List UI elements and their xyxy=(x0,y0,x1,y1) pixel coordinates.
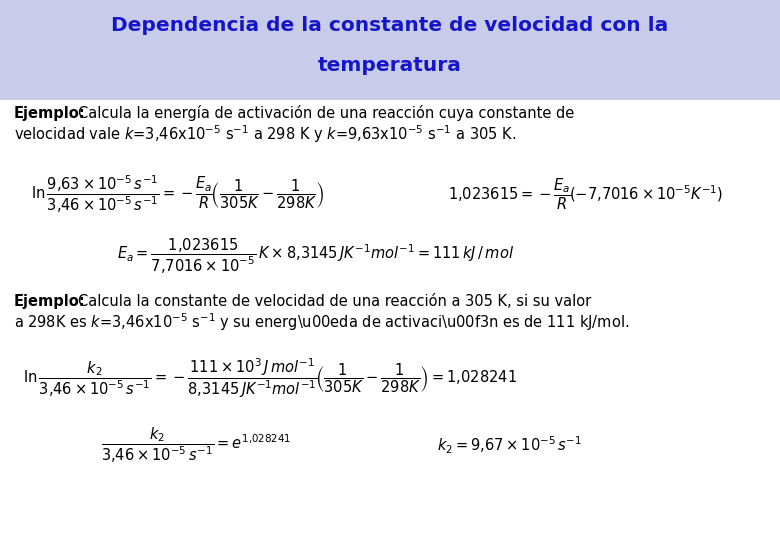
Bar xyxy=(0,0,780,100)
Text: Calcula la energía de activación de una reacción cuya constante de: Calcula la energía de activación de una … xyxy=(78,105,574,122)
Text: velocidad vale $\mathit{k}$=3,46x10$^{-5}$ s$^{-1}$ a 298 K y $\mathit{k}$=9,63x: velocidad vale $\mathit{k}$=3,46x10$^{-5… xyxy=(14,123,516,145)
Text: $\mathrm{ln}\,\dfrac{9{,}63\times10^{-5}\,s^{-1}}{3{,}46\times10^{-5}\,s^{-1}} =: $\mathrm{ln}\,\dfrac{9{,}63\times10^{-5}… xyxy=(31,173,324,215)
Text: Calcula la constante de velocidad de una reacción a 305 K, si su valor: Calcula la constante de velocidad de una… xyxy=(78,294,591,309)
Text: Ejemplo:: Ejemplo: xyxy=(14,294,86,309)
Text: Dependencia de la constante de velocidad con la: Dependencia de la constante de velocidad… xyxy=(112,16,668,36)
Text: temperatura: temperatura xyxy=(318,56,462,76)
Text: $1{,}023615 = -\dfrac{E_a}{R}\!\left(-7{,}7016\times10^{-5}K^{-1}\right)$: $1{,}023615 = -\dfrac{E_a}{R}\!\left(-7{… xyxy=(448,177,724,212)
Text: $k_2 = 9{,}67\times10^{-5}\,s^{-1}$: $k_2 = 9{,}67\times10^{-5}\,s^{-1}$ xyxy=(437,435,582,456)
Text: $\dfrac{k_2}{3{,}46\times10^{-5}\,s^{-1}} = e^{1{,}028241}$: $\dfrac{k_2}{3{,}46\times10^{-5}\,s^{-1}… xyxy=(101,426,292,465)
Text: $\mathrm{ln}\,\dfrac{k_2}{3{,}46\times10^{-5}\,s^{-1}} = -\dfrac{111\times10^3\,: $\mathrm{ln}\,\dfrac{k_2}{3{,}46\times10… xyxy=(23,356,517,400)
Text: $E_a = \dfrac{1{,}023615}{7{,}7016\times10^{-5}}\,K\times8{,}3145\,JK^{-1}mol^{-: $E_a = \dfrac{1{,}023615}{7{,}7016\times… xyxy=(117,237,514,276)
Text: a 298K es $\mathit{k}$=3,46x10$^{-5}$ s$^{-1}$ y su energ\u00eda de activaci\u00: a 298K es $\mathit{k}$=3,46x10$^{-5}$ s$… xyxy=(14,311,629,333)
Text: Ejemplo:: Ejemplo: xyxy=(14,106,86,121)
